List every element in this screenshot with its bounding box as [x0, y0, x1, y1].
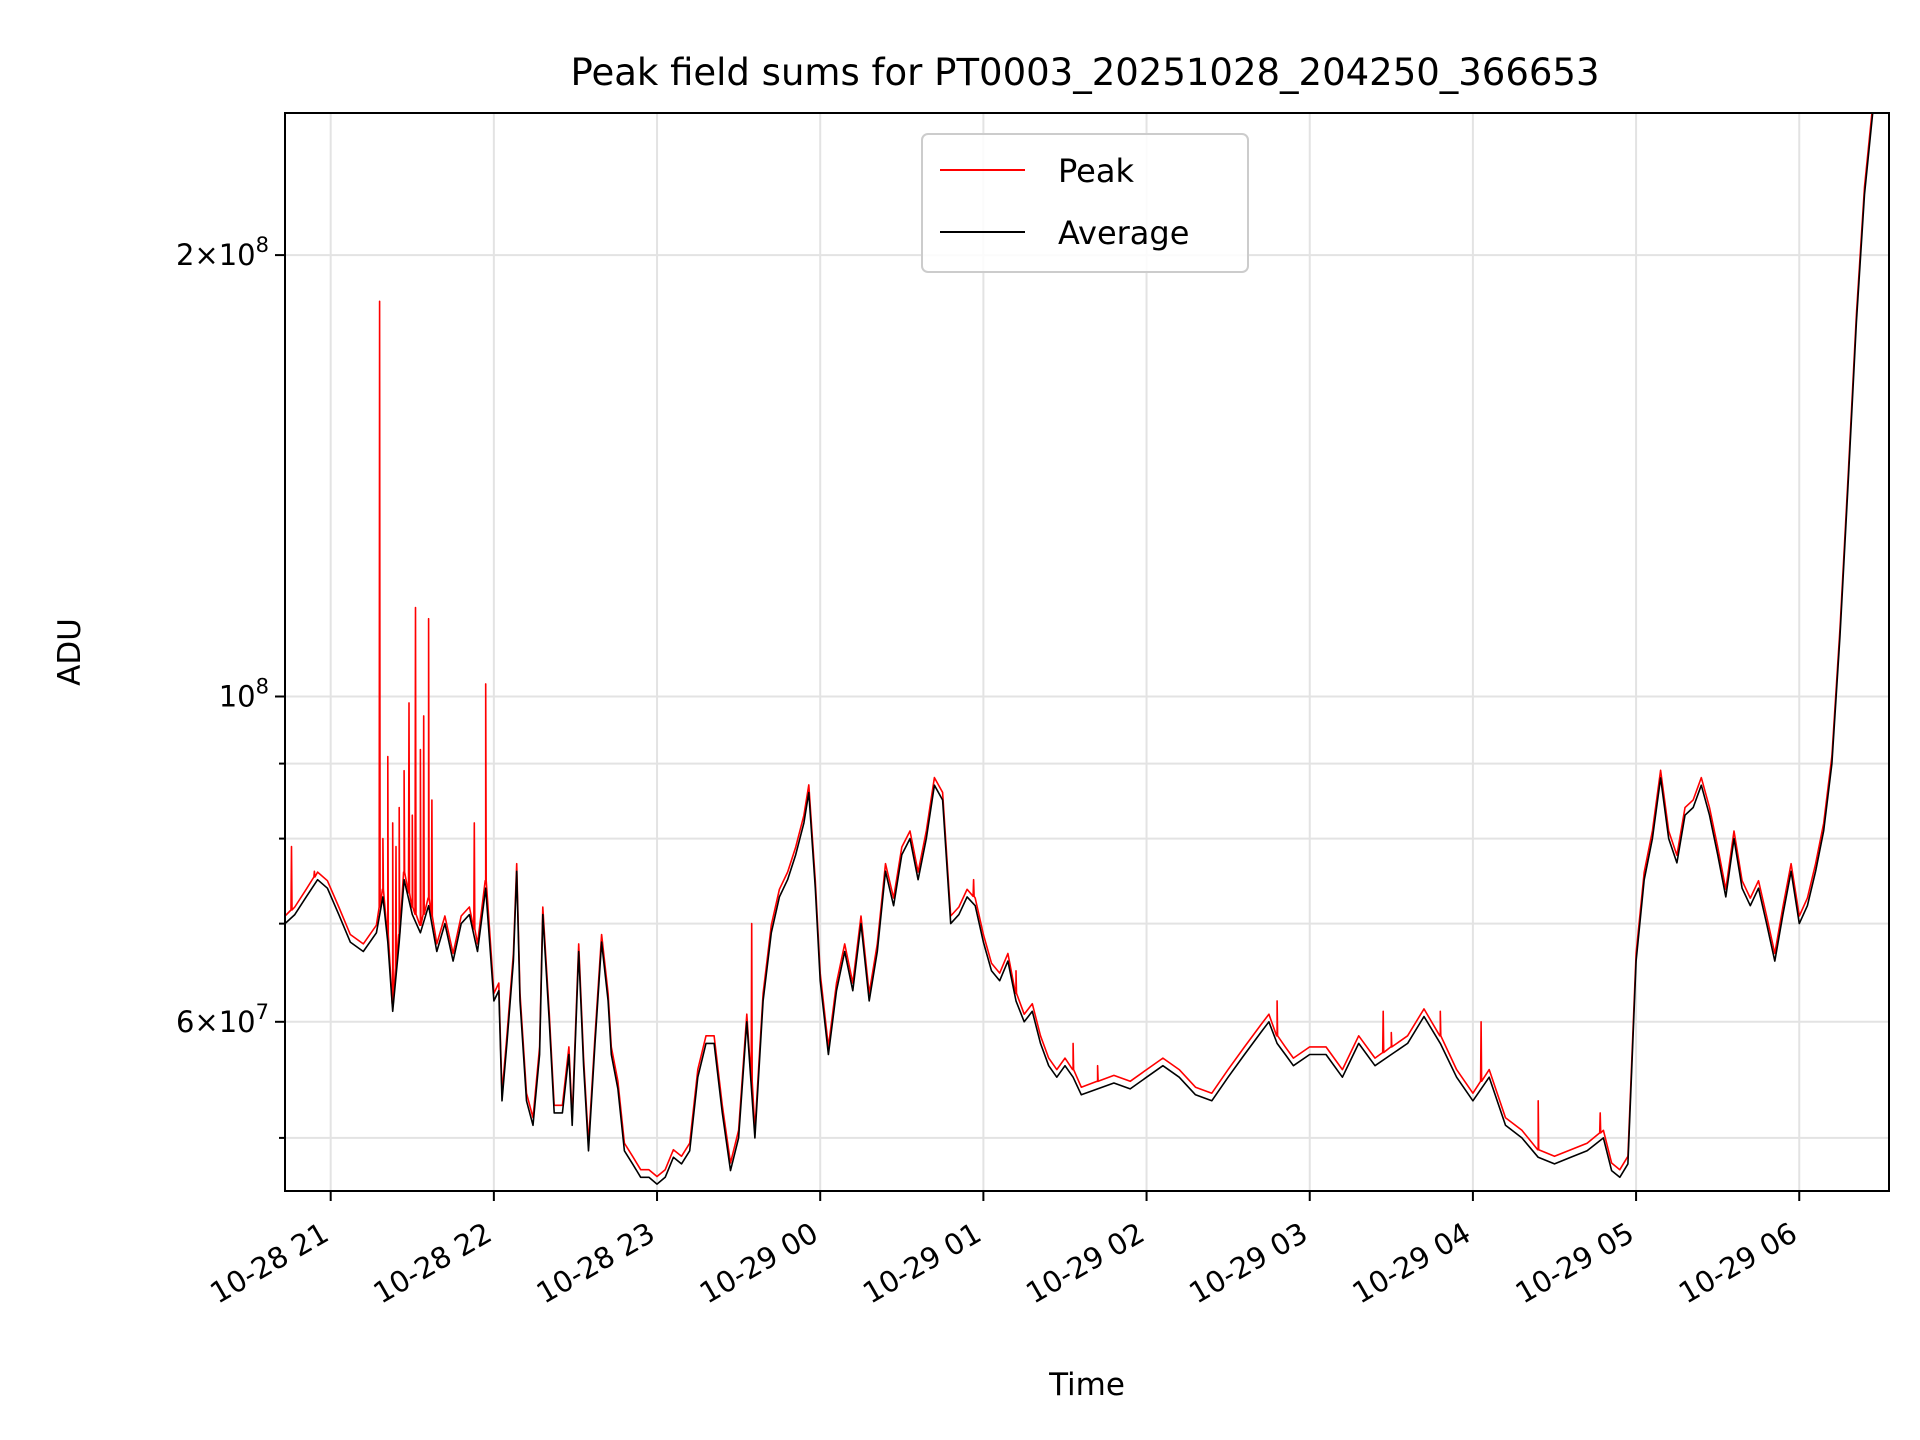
- legend-label-average: Average: [1058, 214, 1189, 252]
- grid: [285, 113, 1889, 1191]
- y-axis-label: ADU: [52, 618, 88, 686]
- legend-label-peak: Peak: [1058, 152, 1134, 190]
- y-tick-label: 2×108: [176, 233, 269, 272]
- plot-area: [285, 113, 1889, 1185]
- series-peak-line: [285, 113, 1873, 1178]
- legend-box: [921, 133, 1249, 273]
- chart-title: Peak field sums for PT0003_20251028_2042…: [570, 51, 1599, 94]
- legend: Peak Average: [921, 133, 1249, 273]
- x-axis-label: Time: [1048, 1367, 1125, 1403]
- y-tick-label: 108: [219, 675, 269, 714]
- y-tick-label: 6×107: [176, 1000, 269, 1039]
- series-average-line: [285, 113, 1889, 1185]
- axes-frame: [284, 112, 1890, 1192]
